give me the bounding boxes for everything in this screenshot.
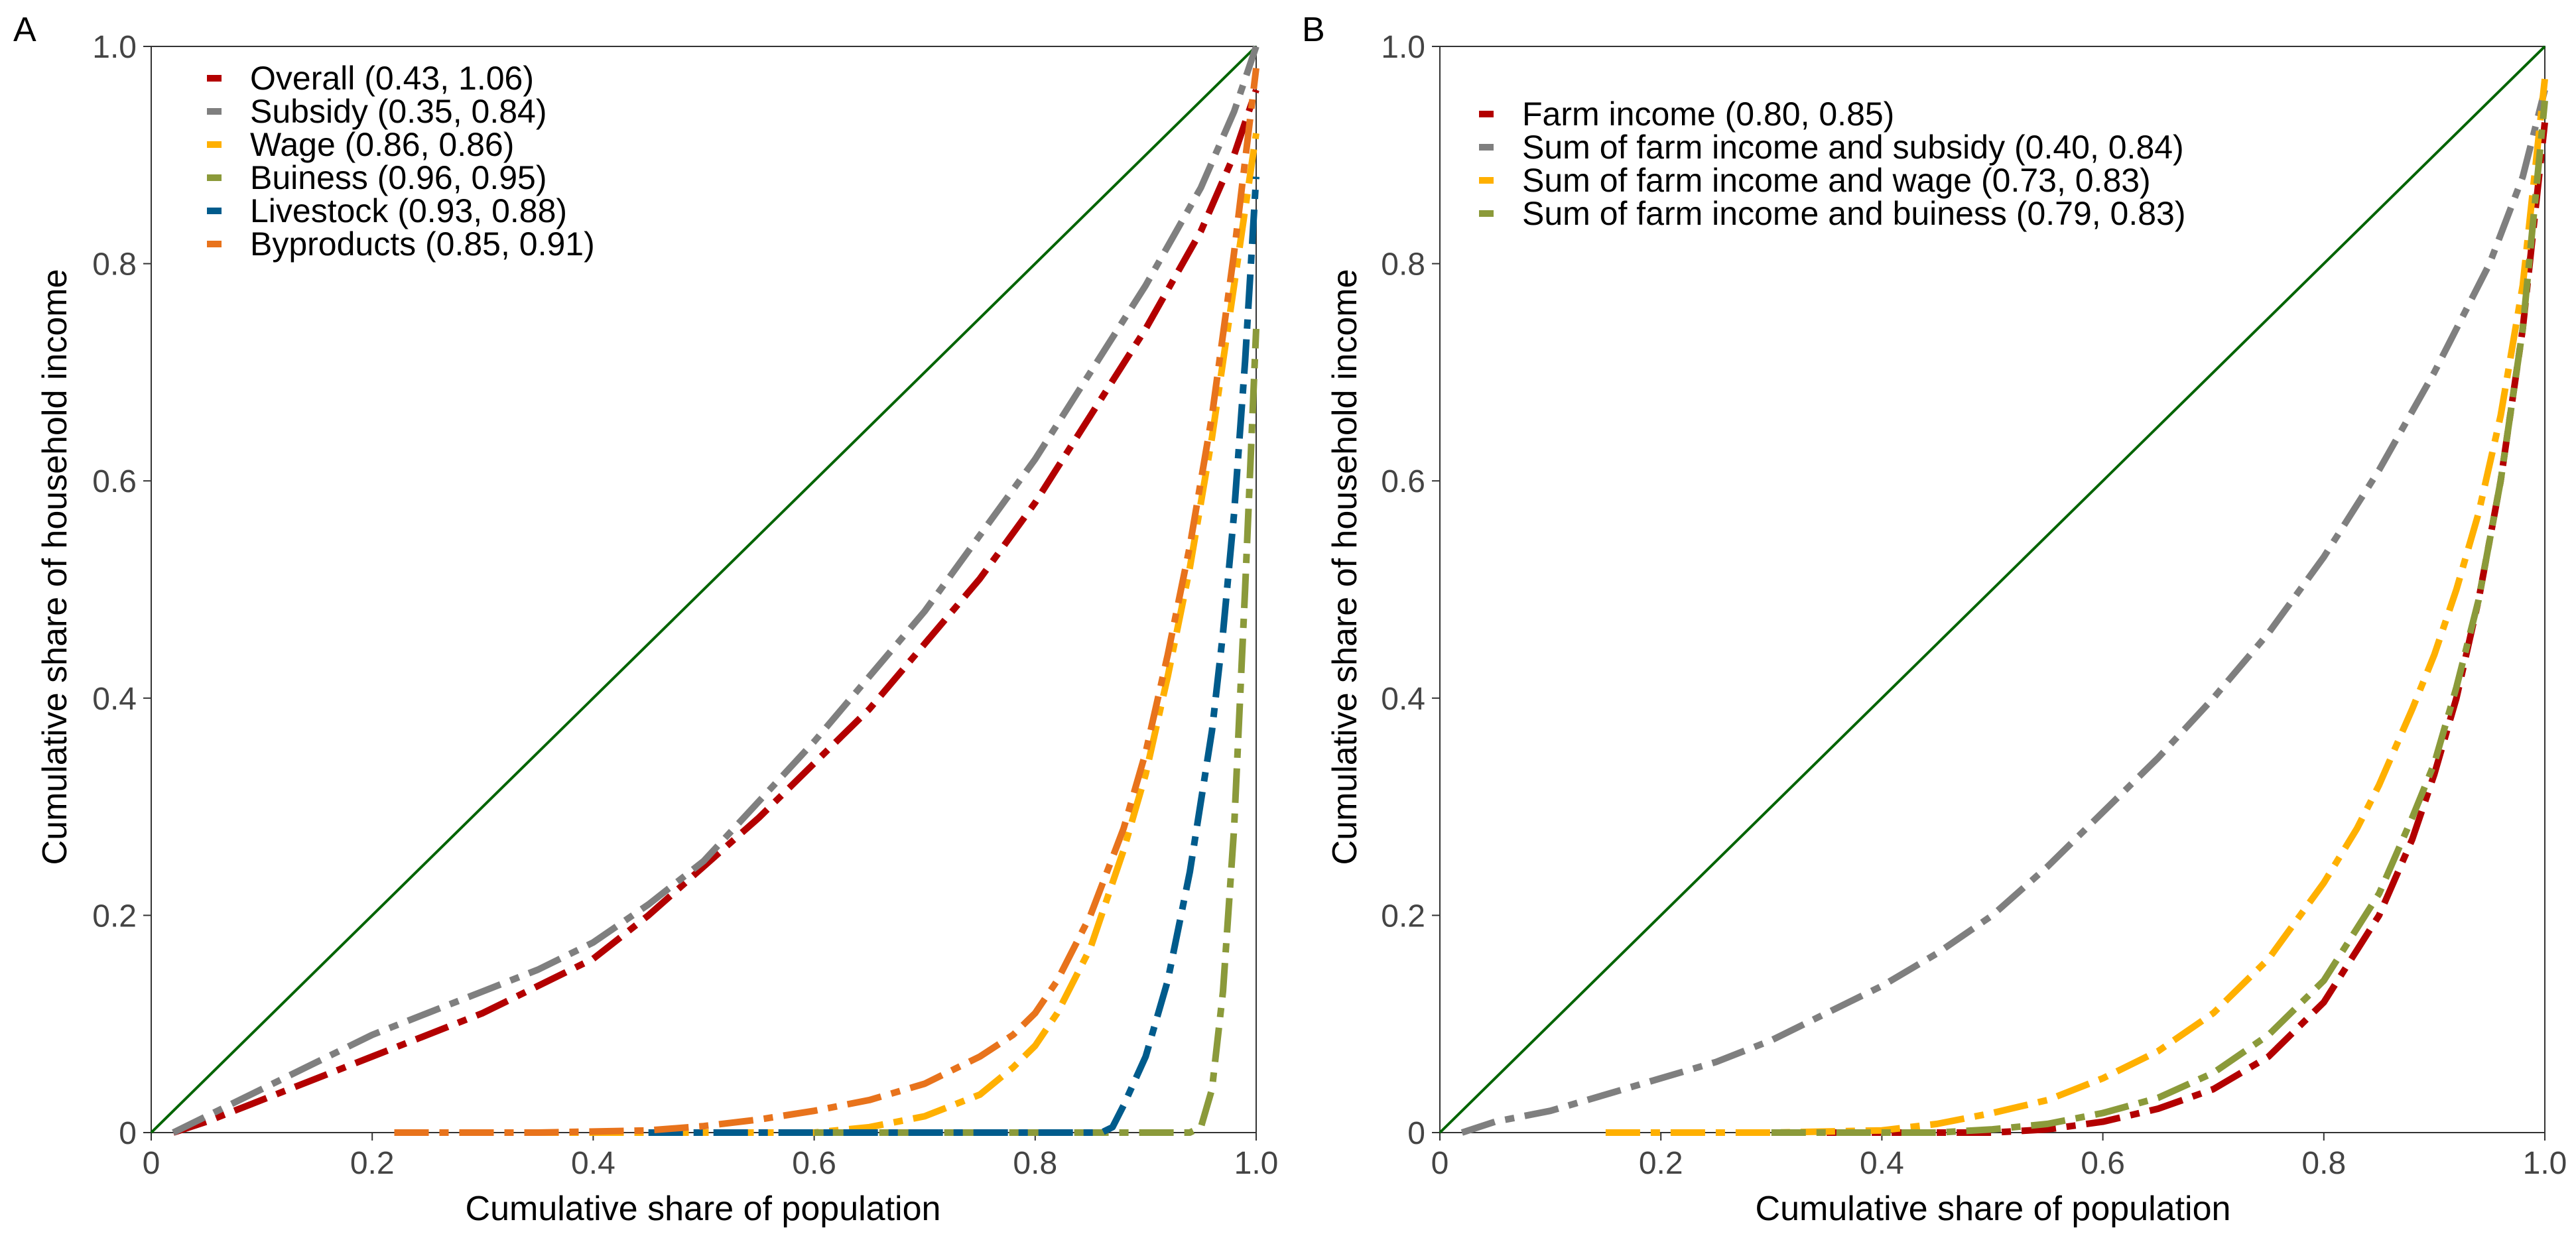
- series-line-b-1: [1460, 89, 2548, 1136]
- panel-a-letter: A: [13, 11, 36, 49]
- y-tick-label-a-5: 1.0: [92, 30, 137, 65]
- x-tick-label-a-3: 0.6: [792, 1146, 836, 1181]
- plot-area-a: 0 0.2 0.4 0.6 0.8 1.0 0 0.2 0.4 0.6 0.8 1.0 Overall …: [92, 30, 1278, 1181]
- legend-label-a-0: Overall (0.43, 1.06): [250, 60, 534, 97]
- x-tick-label-b-2: 0.4: [1860, 1146, 1904, 1181]
- x-tick-label-b-1: 0.2: [1639, 1146, 1683, 1181]
- panel-b: B 0 0.2 0.4 0.6 0.8 1.0 0 0.2 0.4 0.6 0.8 1.0 Farm i…: [1302, 11, 2567, 1228]
- y-tick-label-a-3: 0.6: [92, 464, 137, 499]
- equality-line-b: [1439, 45, 2546, 1134]
- x-tick-label-a-5: 1.0: [1234, 1146, 1279, 1181]
- legend-label-a-1: Subsidy (0.35, 0.84): [250, 93, 547, 130]
- equality-line-a: [150, 45, 1257, 1134]
- series-line-a-0: [172, 88, 1259, 1136]
- panel-b-letter: B: [1302, 11, 1325, 49]
- plot-area-b: 0 0.2 0.4 0.6 0.8 1.0 0 0.2 0.4 0.6 0.8 1.0 Farm inc…: [1381, 30, 2567, 1181]
- x-tick-label-a-0: 0: [143, 1146, 161, 1181]
- y-axis-title-b: Cumulative share of household income: [1326, 269, 1364, 865]
- series-line-b-2: [1605, 78, 2548, 1136]
- x-tick-label-b-0: 0: [1431, 1146, 1449, 1181]
- y-tick-label-a-2: 0.4: [92, 682, 137, 717]
- y-tick-label-b-1: 0.2: [1381, 899, 1425, 934]
- legend-label-b-1: Sum of farm income and subsidy (0.40, 0.…: [1522, 129, 2184, 166]
- y-tick-label-b-5: 1.0: [1381, 30, 1425, 65]
- y-tick-label-a-0: 0: [119, 1116, 137, 1151]
- y-tick-label-a-1: 0.2: [92, 899, 137, 934]
- panel-a: A 0 0.2 0.4 0.6 0.8 1.0 0 0.2 0.4 0.6 0.8 1.0 Overal…: [13, 11, 1278, 1228]
- x-tick-label-a-1: 0.2: [350, 1146, 395, 1181]
- x-tick-label-a-4: 0.8: [1013, 1146, 1057, 1181]
- series-line-b-3: [1771, 100, 2548, 1136]
- series-line-a-4: [648, 176, 1259, 1136]
- x-axis-title-b: Cumulative share of population: [1756, 1190, 2231, 1228]
- series-line-a-2: [394, 133, 1259, 1136]
- legend-label-a-3: Buiness (0.96, 0.95): [250, 159, 547, 196]
- legend-label-b-3: Sum of farm income and buiness (0.79, 0.…: [1522, 195, 2186, 232]
- y-tick-label-b-2: 0.4: [1381, 682, 1425, 717]
- x-tick-label-a-2: 0.4: [571, 1146, 615, 1181]
- x-axis-title-a: Cumulative share of population: [466, 1190, 941, 1228]
- legend-label-a-2: Wage (0.86, 0.86): [250, 126, 514, 163]
- y-axis-title-a: Cumulative share of household income: [36, 269, 74, 865]
- series-line-a-1: [172, 45, 1259, 1136]
- x-tick-label-b-4: 0.8: [2301, 1146, 2346, 1181]
- series-line-b-0: [1827, 122, 2548, 1136]
- y-tick-label-b-0: 0: [1407, 1116, 1425, 1151]
- legend-label-b-0: Farm income (0.80, 0.85): [1522, 95, 1894, 133]
- x-tick-label-b-5: 1.0: [2523, 1146, 2567, 1181]
- legend-label-a-4: Livestock (0.93, 0.88): [250, 192, 567, 229]
- series-line-a-5: [394, 68, 1259, 1136]
- legend-label-a-5: Byproducts (0.85, 0.91): [250, 225, 595, 263]
- x-tick-label-b-3: 0.6: [2081, 1146, 2125, 1181]
- legend-label-b-2: Sum of farm income and wage (0.73, 0.83): [1522, 162, 2151, 199]
- y-tick-label-b-4: 0.8: [1381, 247, 1425, 282]
- y-tick-label-b-3: 0.6: [1381, 464, 1425, 499]
- y-tick-label-a-4: 0.8: [92, 247, 137, 282]
